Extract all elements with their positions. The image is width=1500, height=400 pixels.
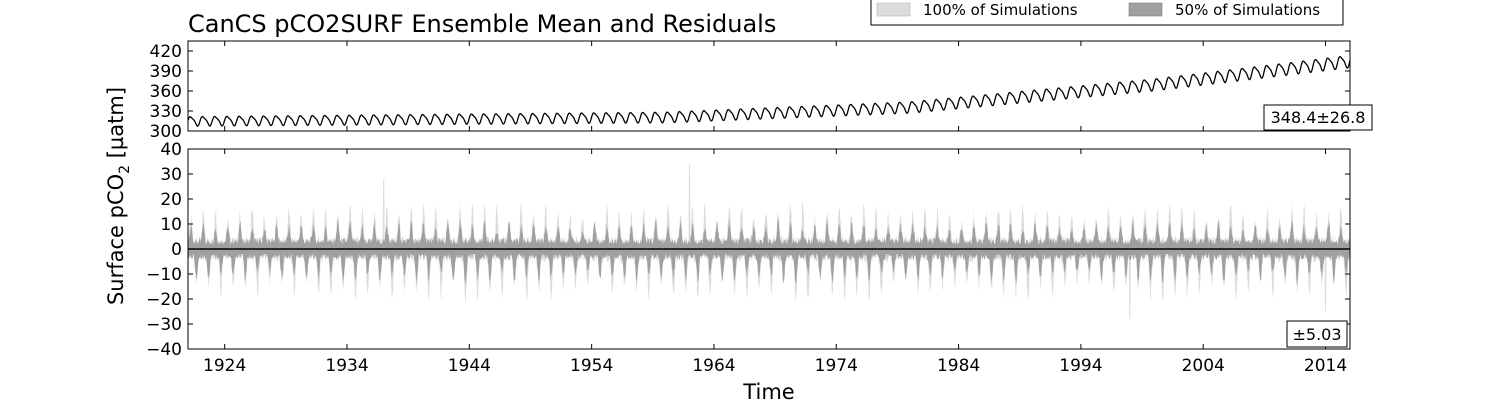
x-tick-label: 1974	[815, 356, 858, 376]
ensemble-mean-line	[187, 56, 1351, 127]
top-annotation-box	[1263, 104, 1373, 131]
legend-label-50: 50% of Simulations	[1175, 1, 1320, 19]
legend-frame	[870, 0, 1344, 26]
bottom-y-tick-label: −30	[146, 315, 182, 335]
legend-label-100: 100% of Simulations	[923, 1, 1078, 19]
bottom-annotation: ±5.03	[1292, 325, 1341, 344]
x-tick-label: 2014	[1304, 356, 1347, 376]
top-y-tick-label: 300	[150, 122, 182, 142]
residual-band-50	[188, 217, 1350, 286]
x-tick-label: 1994	[1059, 356, 1102, 376]
bottom-axis: −40 −30 −20 −10 0 10 20 30 40 1924 1934 1944 1954 196…	[146, 140, 1350, 376]
top-y-tick-label: 420	[150, 42, 182, 62]
top-panel-frame	[187, 40, 1351, 132]
legend-swatch-100	[876, 2, 911, 17]
top-y-tick-label: 360	[150, 82, 182, 102]
x-tick-label: 1954	[570, 356, 613, 376]
bottom-y-tick-label: −10	[146, 265, 182, 285]
bottom-y-tick-label: 30	[160, 165, 182, 185]
x-tick-label: 1934	[325, 356, 368, 376]
chart-title: CanCS pCO2SURF Ensemble Mean and Residua…	[188, 10, 776, 38]
x-tick-label: 1944	[448, 356, 491, 376]
x-tick-label: 1924	[203, 356, 246, 376]
bottom-y-tick-label: 10	[160, 215, 182, 235]
residuals-panel: −40 −30 −20 −10 0 10 20 30 40 1924 1934 1944 1954 196…	[146, 140, 1351, 376]
bottom-y-tick-label: 40	[160, 140, 182, 160]
legend-swatch-50	[1128, 2, 1163, 17]
bottom-y-tick-label: −20	[146, 290, 182, 310]
x-tick-label: 1984	[937, 356, 980, 376]
bottom-y-tick-label: −40	[146, 340, 182, 360]
top-y-tick-label: 330	[150, 102, 182, 122]
x-tick-label: 2004	[1182, 356, 1225, 376]
bottom-panel-frame	[187, 148, 1351, 350]
x-axis-label: Time	[742, 380, 794, 400]
legend: 100% of Simulations 50% of Simulations	[870, 0, 1344, 26]
bottom-y-tick-label: 20	[160, 190, 182, 210]
x-tick-label: 1964	[692, 356, 735, 376]
y-axis-label: Surface pCO2 [µatm]	[104, 87, 133, 305]
bottom-annotation-box	[1286, 320, 1348, 348]
bottom-y-tick-label: 0	[171, 240, 182, 260]
top-y-tick-label: 390	[150, 62, 182, 82]
top-annotation: 348.4±26.8	[1271, 108, 1366, 127]
residual-band-100	[188, 164, 1350, 319]
